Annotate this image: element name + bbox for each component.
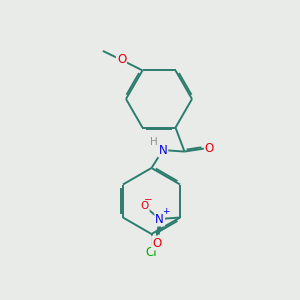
Text: Cl: Cl xyxy=(146,246,157,259)
Text: H: H xyxy=(150,137,158,147)
Text: O: O xyxy=(205,142,214,155)
Text: N: N xyxy=(155,212,164,226)
Text: O: O xyxy=(152,236,161,250)
Text: +: + xyxy=(163,207,170,216)
Text: O: O xyxy=(141,201,149,212)
Text: N: N xyxy=(158,144,167,157)
Text: O: O xyxy=(117,53,126,66)
Text: −: − xyxy=(144,195,153,205)
